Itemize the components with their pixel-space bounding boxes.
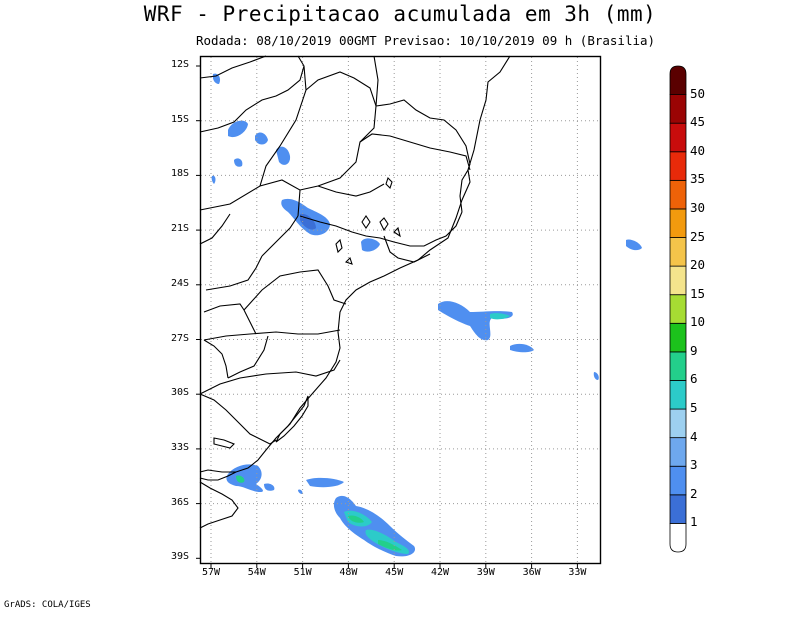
map-subtitle: Rodada: 08/10/2019 00GMT Previsao: 10/10… [196,33,656,48]
colorbar-label: 45 [690,114,706,130]
colorbar-box [669,151,687,181]
precip-patch [276,146,291,165]
lon-label: 42W [430,567,450,578]
lat-label: 36S [171,496,190,508]
colorbar-label: 3 [690,457,698,473]
lon-label: 36W [522,567,541,578]
lat-label: 39S [171,551,190,563]
colorbar-label: 10 [690,314,706,330]
precip-patch [234,158,243,167]
political-borders [199,55,511,529]
colorbar-label: 30 [690,199,706,215]
precip-patch [510,343,534,353]
precip-patch [212,73,221,84]
colorbar-box [669,351,687,381]
precip-patch [226,464,263,492]
colorbar-label: 6 [690,371,698,387]
colorbar-label: 35 [690,171,706,187]
colorbar-box [669,265,687,296]
precip-patch [490,313,510,320]
lon-label: 54W [247,567,266,578]
colorbar-box [669,465,687,496]
precip-patch [264,483,275,491]
colorbar [669,65,687,553]
colorbar-box [669,208,687,238]
colorbar-box [669,65,687,95]
colorbar-box [669,408,687,439]
colorbar-box [669,437,687,467]
lat-label: 33S [171,441,190,453]
colorbar-box [669,294,687,324]
axis-ticks [196,65,578,568]
precip-patch [626,239,642,251]
lat-label: 24S [171,277,190,289]
lat-label: 12S [171,59,190,70]
map-title: WRF - Precipitacao acumulada em 3h (mm) [143,2,657,26]
colorbar-box [669,122,687,153]
colorbar-box [669,380,687,410]
colorbar-label: 1 [690,514,698,530]
colorbar-label: 4 [690,428,698,444]
precip-patch [236,475,245,483]
lat-label: 15S [171,113,190,125]
colorbar-box [669,523,687,553]
precip-patch [211,175,216,184]
lon-label: 51W [293,567,312,578]
lon-label: 45W [385,567,404,578]
colorbar-label: 5 [690,400,698,416]
precip-patch [438,301,513,341]
lon-label: 57W [201,567,221,578]
colorbar-label: 40 [690,142,706,158]
precip-patch [228,120,248,138]
precip-patch [306,477,344,488]
colorbar-label: 2 [690,485,698,501]
precip-patch [298,489,303,494]
lon-label: 48W [339,567,358,578]
lon-label: 39W [476,567,495,578]
colorbar-label: 9 [690,342,698,358]
credit-footer: GrADS: COLA/IGES [4,600,91,610]
precip-patch [593,372,599,380]
precip-patch [361,238,380,252]
colorbar-label: 15 [690,285,706,301]
colorbar-box [669,94,687,124]
precip-patch [378,540,402,551]
colorbar-box [669,322,687,353]
colorbar-label: 25 [690,228,706,244]
lat-label: 21S [171,223,190,235]
colorbar-box [669,179,687,210]
lon-label: 33W [568,567,587,578]
lat-label: 30S [171,387,190,399]
lat-label: 27S [171,332,190,344]
colorbar-label: 20 [690,257,706,273]
grid-lines [201,57,600,563]
lat-label: 18S [171,168,190,180]
colorbar-box [669,237,687,267]
precipitation-areas [211,73,642,557]
map-border [199,55,602,565]
precip-patch [255,132,268,145]
colorbar-box [669,494,687,524]
precip-patch [348,515,364,523]
colorbar-label: 50 [690,85,706,101]
